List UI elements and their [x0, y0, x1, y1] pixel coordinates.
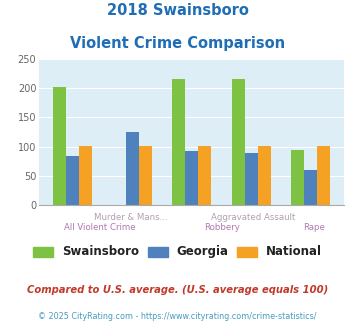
Bar — [66, 156, 79, 205]
Text: All Violent Crime: All Violent Crime — [64, 223, 136, 232]
Legend: Swainsboro, Georgia, National: Swainsboro, Georgia, National — [33, 246, 322, 258]
Bar — [139, 146, 152, 205]
Bar — [231, 79, 245, 205]
Bar — [172, 79, 185, 205]
Bar — [258, 146, 271, 205]
Bar — [245, 153, 258, 205]
Text: © 2025 CityRating.com - https://www.cityrating.com/crime-statistics/: © 2025 CityRating.com - https://www.city… — [38, 312, 317, 321]
Bar — [79, 146, 92, 205]
Text: Compared to U.S. average. (U.S. average equals 100): Compared to U.S. average. (U.S. average … — [27, 285, 328, 295]
Text: Violent Crime Comparison: Violent Crime Comparison — [70, 36, 285, 51]
Text: Aggravated Assault: Aggravated Assault — [211, 213, 295, 222]
Bar — [185, 151, 198, 205]
Bar — [198, 146, 211, 205]
Bar — [317, 146, 331, 205]
Bar — [304, 170, 317, 205]
Text: 2018 Swainsboro: 2018 Swainsboro — [106, 3, 248, 18]
Bar — [126, 132, 139, 205]
Bar — [291, 150, 304, 205]
Text: Robbery: Robbery — [204, 223, 240, 232]
Text: Murder & Mans...: Murder & Mans... — [94, 213, 168, 222]
Text: Rape: Rape — [303, 223, 325, 232]
Bar — [53, 87, 66, 205]
